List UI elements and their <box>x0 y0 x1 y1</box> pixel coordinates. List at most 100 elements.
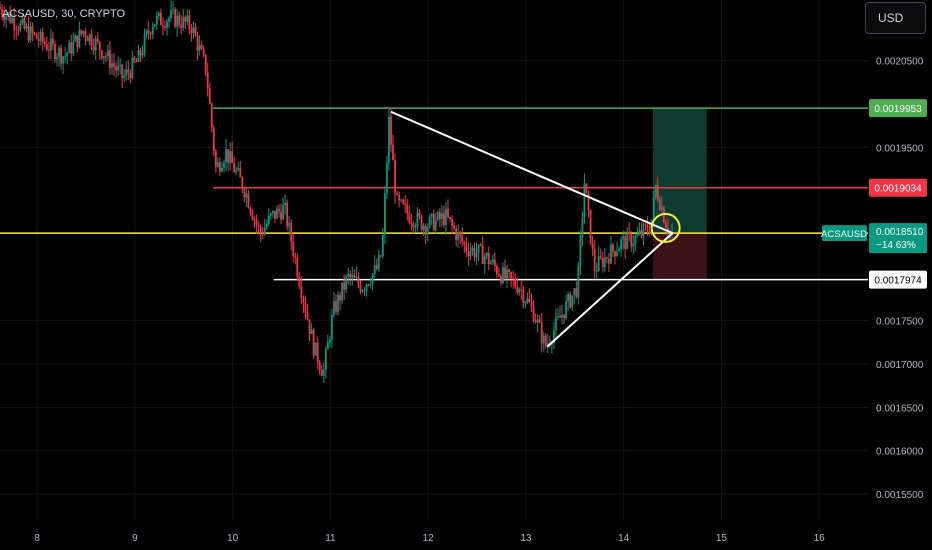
candle-body <box>563 314 565 319</box>
candle-body <box>612 244 614 251</box>
candle-body <box>123 75 126 78</box>
candle-body <box>524 302 527 304</box>
candle-body <box>434 219 437 231</box>
candle-body <box>520 289 523 291</box>
candle-body <box>214 151 217 167</box>
candle-body <box>642 224 645 236</box>
candle-body <box>461 235 464 243</box>
candle-body <box>5 15 8 21</box>
candle-body <box>658 199 661 210</box>
horizontal-lines <box>0 107 868 281</box>
candle-body <box>410 222 413 224</box>
candle-body <box>660 207 663 210</box>
candle-body <box>149 33 152 35</box>
candle-body <box>162 25 164 27</box>
candle-body <box>90 34 93 47</box>
candle-body <box>147 30 150 34</box>
trendline <box>546 232 674 348</box>
candle-body <box>341 282 344 301</box>
candle-body <box>624 236 627 250</box>
candle-body <box>634 236 637 244</box>
candle-body <box>361 290 364 292</box>
candle-body <box>640 230 643 236</box>
candle-body <box>365 284 368 291</box>
candle-body <box>632 243 635 247</box>
candle-body <box>622 236 625 240</box>
candle-body <box>314 342 317 356</box>
candle-body <box>589 209 592 244</box>
candle-body <box>599 256 602 258</box>
candle-body <box>510 272 513 279</box>
candle-body <box>630 233 633 247</box>
candle-body <box>3 15 5 21</box>
candle-body <box>131 57 134 78</box>
candle-body <box>518 289 521 293</box>
candle-body <box>143 34 146 53</box>
candle-body <box>166 21 168 28</box>
candle-body <box>333 301 335 316</box>
candle-body <box>25 25 28 29</box>
candle-body <box>449 216 451 219</box>
time-tick-label: 12 <box>423 533 435 544</box>
currency-button[interactable]: USD <box>865 2 926 34</box>
candle-body <box>404 203 407 205</box>
candle-body <box>665 222 667 228</box>
candle-body <box>542 335 545 344</box>
candle-body <box>29 26 32 41</box>
candle-body <box>125 69 128 76</box>
candle-body <box>412 223 415 228</box>
candle-body <box>56 56 58 60</box>
candle-body <box>357 276 360 285</box>
candle-body <box>402 199 405 204</box>
candle-body <box>241 177 244 190</box>
candle-body <box>271 210 274 214</box>
candle-body <box>569 293 572 308</box>
candle-body <box>100 50 103 59</box>
candle-body <box>98 41 101 51</box>
candle-body <box>9 12 12 23</box>
candle-body <box>276 208 278 219</box>
trendline <box>390 110 673 235</box>
candle-body <box>17 29 20 31</box>
candle-body <box>538 319 541 323</box>
candle-body <box>50 38 52 51</box>
candle-body <box>13 17 16 30</box>
candle-body <box>469 251 472 257</box>
price-tick-label: 0.0020500 <box>876 57 924 68</box>
candle-body <box>371 273 374 285</box>
candle-body <box>347 273 350 277</box>
candle-body <box>121 64 124 78</box>
candle-body <box>337 294 339 312</box>
candle-body <box>430 213 433 217</box>
candle-body <box>377 255 380 270</box>
candle-body <box>652 196 655 220</box>
candle-body <box>398 194 401 201</box>
last-price-change: −14.63% <box>876 240 916 251</box>
candle-body <box>66 53 69 57</box>
candle-body <box>502 267 504 283</box>
candle-body <box>322 369 325 376</box>
candle-body <box>229 151 232 163</box>
candle-body <box>135 61 138 63</box>
candle-body <box>204 54 207 73</box>
candle-body <box>530 301 533 306</box>
candle-body <box>251 212 254 220</box>
candle-body <box>141 52 144 56</box>
candle-body <box>459 232 462 236</box>
candle-body <box>392 144 394 161</box>
position-box <box>652 108 707 280</box>
candle-body <box>620 239 623 249</box>
candle-body <box>153 24 156 27</box>
candle-body <box>76 35 79 48</box>
candle-body <box>565 301 568 319</box>
level-price-label-bg <box>869 178 927 197</box>
candle-body <box>628 231 631 234</box>
candle-body <box>72 41 75 54</box>
price-tick-label: 0.0017000 <box>876 360 924 371</box>
candle-body <box>196 35 199 51</box>
level-price-label-bg <box>869 270 927 289</box>
candle-body <box>553 330 555 344</box>
candle-body <box>416 212 419 227</box>
candle-body <box>583 183 586 218</box>
